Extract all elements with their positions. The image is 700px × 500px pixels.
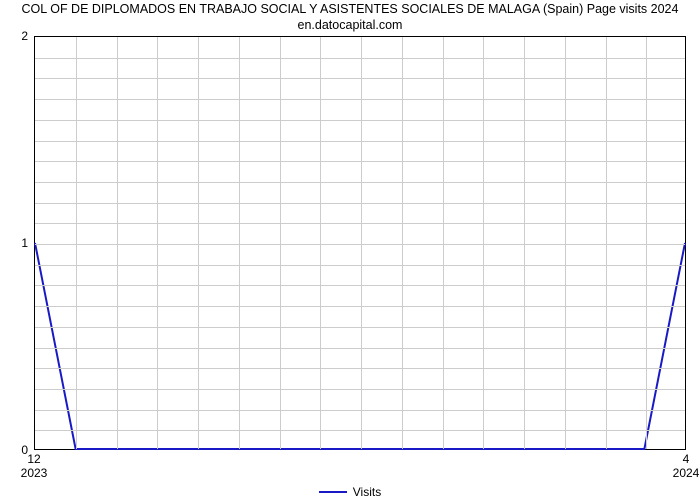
plot-area — [34, 36, 686, 450]
x-tick-label: 12 — [27, 452, 40, 466]
legend-label: Visits — [353, 485, 381, 499]
y-tick-label: 2 — [8, 29, 28, 43]
gridline-horizontal — [35, 161, 685, 162]
gridline-horizontal — [35, 120, 685, 121]
gridline-horizontal — [35, 223, 685, 224]
gridline-horizontal — [35, 410, 685, 411]
gridline-horizontal — [35, 368, 685, 369]
gridline-horizontal — [35, 327, 685, 328]
gridline-horizontal — [35, 389, 685, 390]
x-tick-year: 2024 — [673, 466, 700, 480]
y-tick-label: 1 — [8, 236, 28, 250]
gridline-horizontal — [35, 265, 685, 266]
gridline-horizontal — [35, 203, 685, 204]
legend-swatch — [319, 491, 347, 493]
chart-container: COL OF DE DIPLOMADOS EN TRABAJO SOCIAL Y… — [0, 0, 700, 500]
legend: Visits — [0, 484, 700, 499]
gridline-horizontal — [35, 285, 685, 286]
gridline-horizontal — [35, 306, 685, 307]
gridline-horizontal — [35, 430, 685, 431]
gridline-horizontal — [35, 182, 685, 183]
y-tick-label: 0 — [8, 443, 28, 457]
gridline-horizontal — [35, 78, 685, 79]
gridline-horizontal — [35, 58, 685, 59]
gridline-horizontal — [35, 348, 685, 349]
x-tick-year: 2023 — [21, 466, 48, 480]
x-tick-label: 4 — [683, 452, 690, 466]
gridline-horizontal — [35, 99, 685, 100]
gridline-horizontal — [35, 244, 685, 245]
gridline-horizontal — [35, 141, 685, 142]
series-line-visits — [35, 243, 685, 449]
chart-title: COL OF DE DIPLOMADOS EN TRABAJO SOCIAL Y… — [0, 2, 700, 33]
